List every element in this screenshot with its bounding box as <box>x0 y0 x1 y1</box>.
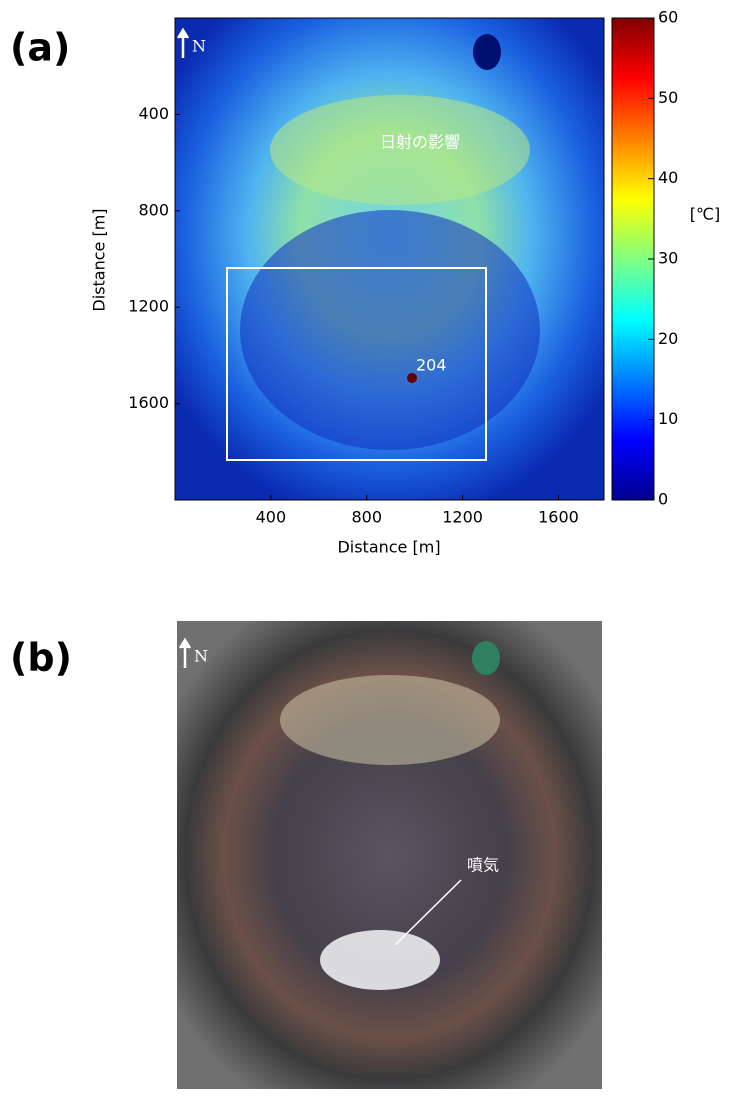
crater-floor <box>240 210 540 450</box>
y-axis-label: Distance [m] <box>90 208 109 311</box>
annotation: 噴気 <box>467 856 499 875</box>
north-arrow <box>176 27 190 58</box>
north-arrow <box>178 637 192 668</box>
panel-a: N 日射の影響 204 (a) Distance [m] Distance [m… <box>10 8 720 557</box>
colorbar-tick-label: 20 <box>658 329 678 348</box>
colorbar-label: [℃] <box>690 205 720 224</box>
y-tick-label: 400 <box>138 104 169 123</box>
colorbar-tick-label: 30 <box>658 249 678 268</box>
crater-lake <box>472 641 500 675</box>
sunlit-area <box>270 95 530 205</box>
colorbar-tick-label: 40 <box>658 168 678 187</box>
x-axis-label: Distance [m] <box>337 538 440 557</box>
highlight-box <box>226 267 487 461</box>
north-label: N <box>194 647 208 666</box>
leader-line <box>394 879 462 946</box>
panel-label: (a) <box>10 26 70 70</box>
plume <box>320 930 440 990</box>
annotation: 日射の影響 <box>380 133 460 152</box>
annotation: 204 <box>416 356 447 375</box>
crater-rim <box>280 675 500 765</box>
north-label: N <box>192 37 206 56</box>
panel-b: N 噴気 (b) <box>10 621 602 1089</box>
panel-label: (b) <box>10 636 72 680</box>
x-tick-label: 800 <box>351 508 382 527</box>
crater-lake <box>473 34 501 70</box>
colorbar-tick-label: 10 <box>658 409 678 428</box>
axes-frame <box>174 17 605 501</box>
hotspot <box>407 373 417 383</box>
x-tick-label: 1600 <box>538 508 579 527</box>
colorbar-tick-label: 60 <box>658 8 678 27</box>
y-tick-label: 1200 <box>128 297 169 316</box>
colorbar-tick-label: 0 <box>658 490 668 509</box>
y-tick-label: 800 <box>138 200 169 219</box>
y-tick-label: 1600 <box>128 393 169 412</box>
x-tick-label: 1200 <box>442 508 483 527</box>
x-tick-label: 400 <box>256 508 287 527</box>
colorbar <box>611 17 655 501</box>
colorbar-tick-label: 50 <box>658 88 678 107</box>
